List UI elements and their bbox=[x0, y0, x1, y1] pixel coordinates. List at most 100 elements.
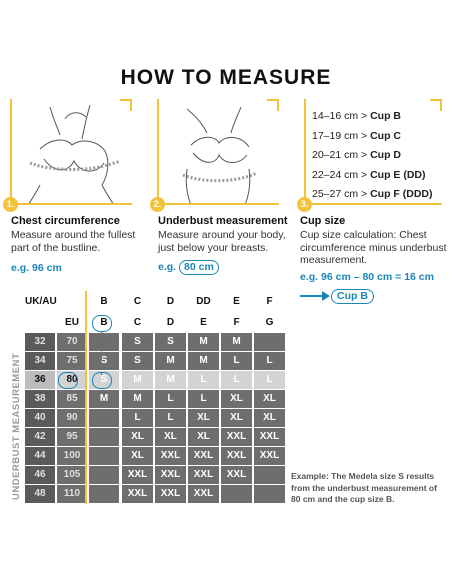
step-2-desc: Measure around your body, just below your… bbox=[158, 229, 286, 254]
uk-band-cell: 42 bbox=[25, 428, 55, 446]
size-cell: XXL bbox=[221, 447, 252, 465]
size-cell: XL bbox=[254, 409, 285, 427]
size-cell: S bbox=[122, 333, 153, 351]
size-cell: M bbox=[155, 371, 186, 389]
cup-row: 14–16 cm > Cup B bbox=[312, 110, 401, 122]
eu-band-cell: 95 bbox=[57, 428, 87, 446]
size-cell: XL bbox=[254, 390, 285, 408]
size-cell bbox=[89, 447, 119, 465]
header-cell bbox=[25, 312, 55, 334]
size-cell: M bbox=[155, 352, 186, 370]
size-cell bbox=[221, 485, 252, 503]
size-cell: XL bbox=[122, 428, 153, 446]
size-cell: XXL bbox=[221, 466, 252, 484]
size-cell: S bbox=[155, 333, 186, 351]
step-2-badge: 2. bbox=[150, 197, 165, 212]
illustration-underbust bbox=[157, 99, 279, 205]
size-cell: M bbox=[188, 352, 219, 370]
highlight-column-line bbox=[85, 291, 87, 504]
header-cell: D bbox=[155, 312, 186, 334]
size-cell: XXL bbox=[254, 447, 285, 465]
size-cell: XL bbox=[188, 428, 219, 446]
size-cell: L bbox=[188, 371, 219, 389]
arrow-right-icon bbox=[300, 291, 330, 301]
size-cell: L bbox=[155, 409, 186, 427]
cup-row: 20–21 cm > Cup D bbox=[312, 149, 401, 161]
underbust-axis-label: UNDERBUST MEASUREMENT bbox=[11, 352, 22, 500]
size-cell: XXL bbox=[122, 466, 153, 484]
eu-band-cell: 85 bbox=[57, 390, 87, 408]
uk-band-cell: 46 bbox=[25, 466, 55, 484]
cup-size-panel: 14–16 cm > Cup B 17–19 cm > Cup C 20–21 … bbox=[304, 99, 442, 205]
cup-result-oval: Cup B bbox=[331, 289, 374, 304]
size-cell bbox=[89, 485, 119, 503]
uk-band-cell: 44 bbox=[25, 447, 55, 465]
eu-band-cell: 105 bbox=[57, 466, 87, 484]
uk-band-cell: 36 bbox=[25, 371, 55, 389]
size-cell bbox=[254, 485, 285, 503]
size-cell: XXL bbox=[188, 466, 219, 484]
size-cell bbox=[254, 466, 285, 484]
illustration-chest bbox=[10, 99, 132, 205]
header-cell: B bbox=[89, 291, 119, 313]
size-cell: XXL bbox=[188, 447, 219, 465]
size-cell: XXL bbox=[188, 485, 219, 503]
size-cell: M bbox=[122, 371, 153, 389]
eu-band-cell: 100 bbox=[57, 447, 87, 465]
eu-band-cell: 70 bbox=[57, 333, 87, 351]
header-cell: DD bbox=[188, 291, 219, 313]
size-cell: XXL bbox=[155, 485, 186, 503]
size-cell: M bbox=[122, 390, 153, 408]
uk-band-cell: 34 bbox=[25, 352, 55, 370]
step-2-title: Underbust measurement bbox=[158, 215, 288, 227]
header-cell bbox=[57, 291, 87, 313]
header-cell: E bbox=[188, 312, 219, 334]
size-cell bbox=[254, 333, 285, 351]
eu-band-cell: 90 bbox=[57, 409, 87, 427]
header-cell: UK/AU bbox=[25, 291, 57, 313]
example-note: Example: The Medela size S results from … bbox=[291, 471, 437, 504]
uk-band-cell: 38 bbox=[25, 390, 55, 408]
size-cell bbox=[89, 466, 119, 484]
cup-size-list: 14–16 cm > Cup B 17–19 cm > Cup C 20–21 … bbox=[312, 107, 432, 205]
size-cell: XL bbox=[155, 428, 186, 446]
header-cell: F bbox=[221, 312, 252, 334]
size-cell: XL bbox=[188, 409, 219, 427]
size-cell: L bbox=[254, 352, 285, 370]
page-title: HOW TO MEASURE bbox=[120, 66, 332, 89]
eu-band-cell: 75 bbox=[57, 352, 87, 370]
uk-band-cell: 32 bbox=[25, 333, 55, 351]
header-cell: E bbox=[221, 291, 252, 313]
size-cell bbox=[89, 428, 119, 446]
size-cell: XL bbox=[221, 390, 252, 408]
dashed-guide bbox=[101, 331, 102, 375]
step-3-title: Cup size bbox=[300, 215, 346, 227]
size-cell: S bbox=[122, 352, 153, 370]
uk-band-cell: 40 bbox=[25, 409, 55, 427]
header-cell: C bbox=[122, 291, 153, 313]
step-3-example: e.g. 96 cm – 80 cm = 16 cm bbox=[300, 271, 434, 283]
size-cell: XL bbox=[122, 447, 153, 465]
step-1-desc: Measure around the fullest part of the bu… bbox=[11, 229, 136, 254]
cup-row: 17–19 cm > Cup C bbox=[312, 129, 401, 142]
eu-band-cell: 110 bbox=[57, 485, 87, 503]
highlight-cup-b bbox=[92, 315, 112, 332]
size-cell: L bbox=[188, 390, 219, 408]
step-1-title: Chest circumference bbox=[11, 215, 120, 227]
size-cell: L bbox=[221, 352, 252, 370]
cup-row: 25–27 cm > Cup F (DDD) bbox=[312, 188, 433, 200]
step-2-example: e.g. 80 cm bbox=[158, 260, 219, 275]
size-cell: XXL bbox=[221, 428, 252, 446]
highlight-size-s bbox=[92, 372, 112, 389]
header-cell: C bbox=[122, 312, 153, 334]
header-cell: EU bbox=[57, 312, 87, 334]
highlight-underbust-80 bbox=[58, 372, 78, 389]
header-cell: F bbox=[254, 291, 285, 313]
size-cell bbox=[89, 409, 119, 427]
step-1-badge: 1. bbox=[3, 197, 18, 212]
woman-underbust-measure-illustration bbox=[182, 106, 258, 205]
size-cell: XXL bbox=[155, 447, 186, 465]
size-cell: S bbox=[89, 352, 119, 370]
size-cell: L bbox=[221, 371, 252, 389]
uk-band-cell: 48 bbox=[25, 485, 55, 503]
